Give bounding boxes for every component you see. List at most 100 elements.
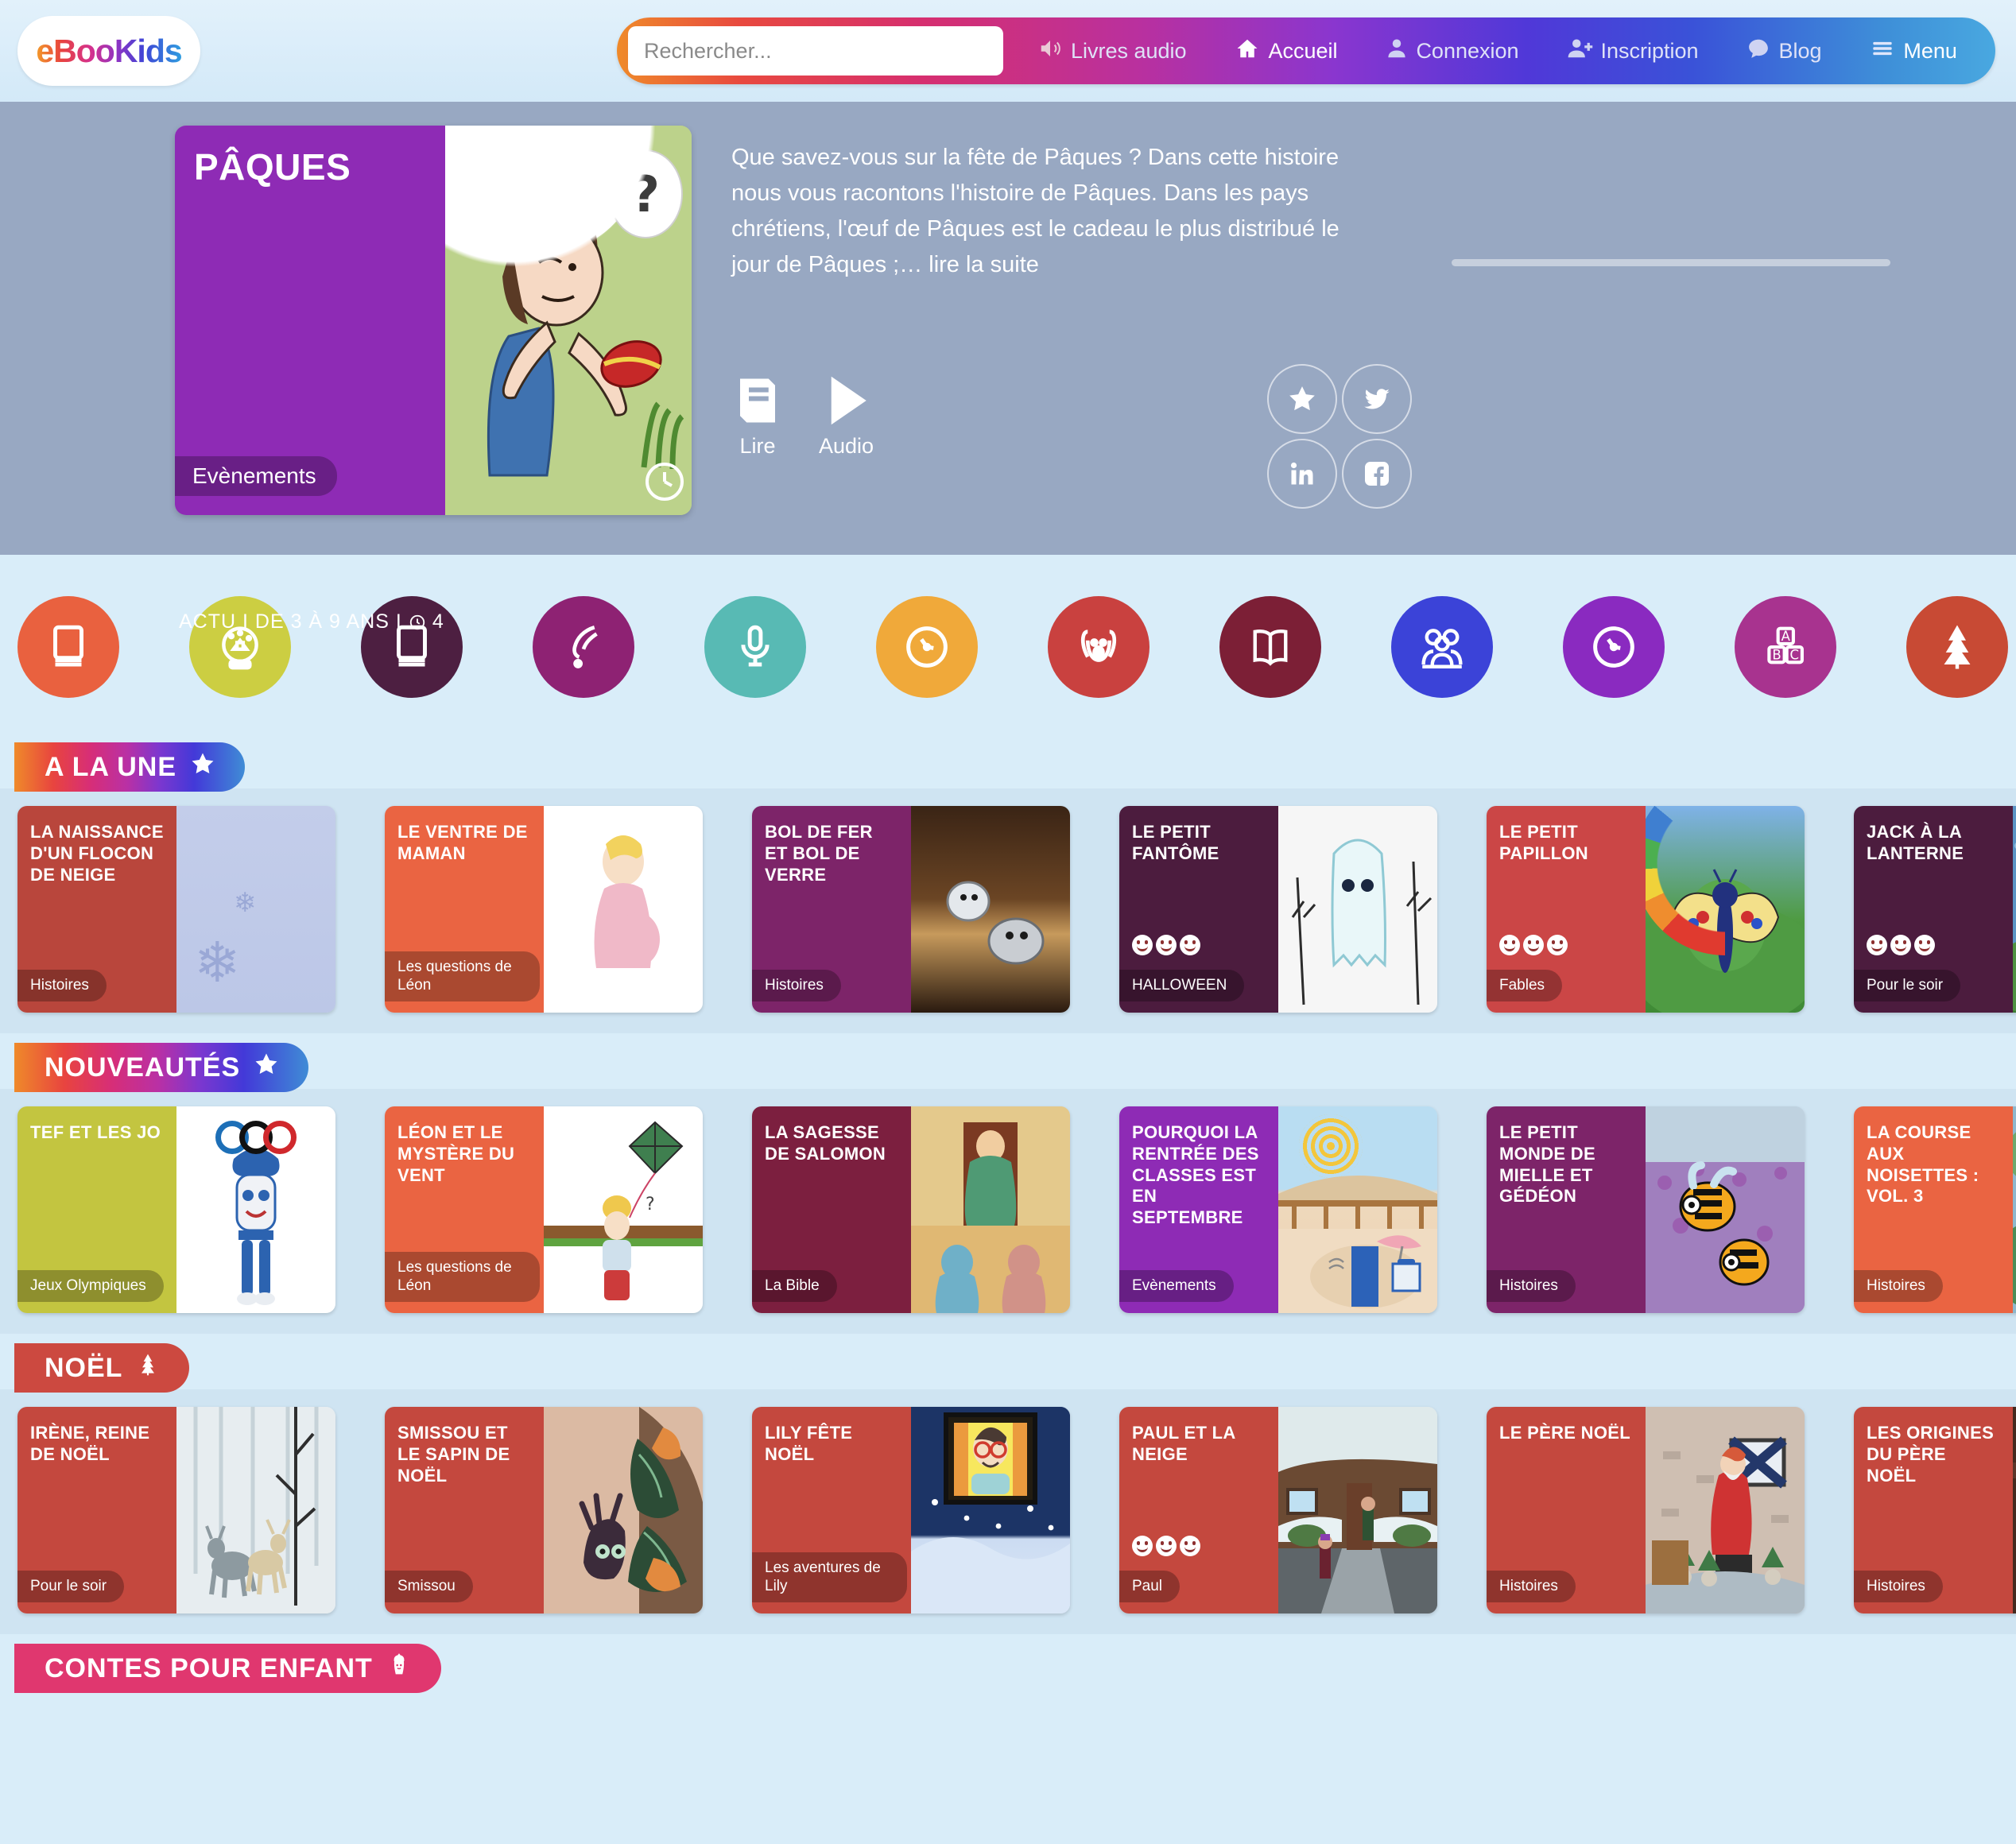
book-card-info: JACK À LA LANTERNE Pour le soir [1854, 806, 2013, 1013]
category-book-dark[interactable] [361, 596, 463, 698]
book-title: LILY FÊTE NOËL [765, 1423, 853, 1464]
book-card[interactable]: POURQUOI LA RENTRÉE DES CLASSES EST EN S… [1119, 1106, 1437, 1313]
user-icon [1385, 37, 1409, 66]
book-cover-image [1278, 1106, 1437, 1313]
search-input[interactable] [644, 38, 987, 64]
book-card[interactable]: JACK À LA LANTERNE Pour le soir [1854, 806, 2016, 1013]
category-family[interactable] [1391, 596, 1493, 698]
nav-item-accueil[interactable]: Accueil [1234, 37, 1338, 66]
nav-item-livres-audio[interactable]: Livres audio [1037, 37, 1187, 66]
smiley-icon [1180, 1536, 1200, 1556]
hero-audio-button[interactable]: Audio [819, 372, 874, 459]
microphone-icon [741, 625, 770, 667]
smiley-icon [1132, 1536, 1153, 1556]
svg-text:?: ? [646, 1195, 655, 1214]
category-open-book[interactable] [1219, 596, 1321, 698]
abc-blocks-icon: A B C [1767, 626, 1804, 664]
book-card-info: LÉON ET LE MYSTÈRE DU VENT Les questions … [385, 1106, 544, 1313]
book-title: BOL DE FER ET BOL DE VERRE [765, 822, 873, 885]
book-card-info: LES ORIGINES DU PÈRE NOËL Histoires [1854, 1407, 2013, 1614]
facebook-share-button[interactable] [1342, 439, 1412, 509]
logo-text: eBooKids [36, 32, 182, 69]
book-card-info: LE PETIT PAPILLON Fables [1487, 806, 1646, 1013]
hero-read-more-link[interactable]: lire la suite [929, 251, 1039, 277]
book-card-info: LILY FÊTE NOËL Les aventures de Lily [752, 1407, 911, 1614]
twitter-share-button[interactable] [1342, 364, 1412, 434]
nav-item-connexion[interactable]: Connexion [1385, 37, 1519, 66]
category-clock-purple[interactable] [1563, 596, 1665, 698]
book-card[interactable]: LES ORIGINES DU PÈRE NOËL Histoires [1854, 1407, 2016, 1614]
nav-item-menu[interactable]: Menu [1869, 37, 1957, 65]
book-card[interactable]: SMISSOU ET LE SAPIN DE NOËL Smissou [385, 1407, 703, 1614]
book-card[interactable]: LILY FÊTE NOËL Les aventures de Lily [752, 1407, 1070, 1614]
book-card[interactable]: LE PETIT PAPILLON Fables [1487, 806, 1805, 1013]
section-header[interactable]: NOËL [14, 1343, 190, 1393]
nav-item-inscription[interactable]: Inscription [1566, 37, 1699, 66]
book-card[interactable]: LE PÈRE NOËL Histoires [1487, 1407, 1805, 1614]
book-title: LA COURSE AUX NOISETTES : VOL. 3 [1867, 1122, 1979, 1207]
book-card[interactable]: LE PETIT MONDE DE MIELLE ET GÉDÉON Histoi… [1487, 1106, 1805, 1313]
book-title: LE PETIT MONDE DE MIELLE ET GÉDÉON [1499, 1122, 1595, 1207]
book-category-badge: Pour le soir [17, 1571, 125, 1602]
category-microphone[interactable] [704, 596, 806, 698]
book-card[interactable]: LE PETIT FANTÔME HALLOWEEN [1119, 806, 1437, 1013]
hero-book-card[interactable]: PÂQUES Evènements ? [175, 126, 692, 515]
smiley-icon [1867, 935, 1887, 955]
search-box[interactable] [628, 26, 1003, 76]
section-header[interactable]: A LA UNE [14, 742, 246, 792]
book-card[interactable]: TEF ET LES JO Jeux Olympiques [17, 1106, 335, 1313]
book-cover-image [911, 806, 1070, 1013]
book-card[interactable]: LA COURSE AUX NOISETTES : VOL. 3 Histoire… [1854, 1106, 2016, 1313]
twitter-icon [1364, 389, 1390, 409]
category-clock[interactable] [876, 596, 978, 698]
book-card[interactable]: IRÈNE, REINE DE NOËL Pour le soir [17, 1407, 335, 1614]
thumb-illustration [2013, 806, 2016, 1012]
book-title: LE PETIT FANTÔME [1132, 822, 1219, 863]
chat-bubble-icon [1746, 37, 1771, 66]
smiley-icon [1156, 1536, 1177, 1556]
book-card[interactable]: LA NAISSANCE D'UN FLOCON DE NEIGE Histoir… [17, 806, 335, 1013]
nav-item-blog[interactable]: Blog [1746, 37, 1821, 66]
book-card[interactable]: BOL DE FER ET BOL DE VERRE Histoires [752, 806, 1070, 1013]
section-card-row: IRÈNE, REINE DE NOËL Pour le soir SMISSOU … [0, 1389, 2016, 1634]
category-book-closed[interactable] [17, 596, 119, 698]
book-category-badge: Histoires [752, 970, 841, 1001]
book-title: LE VENTRE DE MAMAN [397, 822, 528, 863]
category-abc-blocks[interactable]: A B C [1735, 596, 1836, 698]
favorite-button[interactable] [1267, 364, 1337, 434]
book-card-info: LE VENTRE DE MAMAN Les questions de Léon [385, 806, 544, 1013]
thumb-illustration [1646, 1407, 1805, 1614]
category-pine-tree[interactable] [1906, 596, 2008, 698]
user-plus-icon [1566, 37, 1593, 66]
section-header[interactable]: NOUVEAUTÉS [14, 1043, 309, 1092]
nav-links: Livres audio Accueil Connexion [1003, 37, 1981, 66]
book-cover-image [1646, 806, 1805, 1013]
category-quill-pen[interactable] [533, 596, 634, 698]
thumb-illustration [1278, 1176, 1437, 1313]
book-category-badge: Histoires [1854, 1270, 1943, 1302]
category-snow-globe[interactable] [189, 596, 291, 698]
smiley-icon [1523, 935, 1544, 955]
snow-globe-icon [222, 626, 258, 670]
book-card[interactable]: LÉON ET LE MYSTÈRE DU VENT Les questions … [385, 1106, 703, 1313]
category-dog[interactable] [1048, 596, 1150, 698]
section-header[interactable]: CONTES POUR ENFANT [14, 1644, 441, 1693]
site-logo[interactable]: eBooKids [17, 16, 607, 112]
nav-item-label: Blog [1778, 38, 1822, 63]
open-book-icon [1253, 630, 1288, 666]
hero-title: PÂQUES [194, 146, 351, 188]
book-card[interactable]: LE VENTRE DE MAMAN Les questions de Léon [385, 806, 703, 1013]
pine-tree-icon [135, 1352, 161, 1385]
star-icon [253, 1051, 280, 1085]
book-card[interactable]: LA SAGESSE DE SALOMON La Bible [752, 1106, 1070, 1313]
hero-description: Que savez-vous sur la fête de Pâques ? D… [731, 140, 1359, 283]
book-cover-image: ❄ ❄ [176, 806, 335, 1013]
book-card[interactable]: PAUL ET LA NEIGE Paul [1119, 1407, 1437, 1614]
linkedin-share-button[interactable] [1267, 439, 1337, 509]
hamburger-icon [1869, 37, 1896, 65]
hero-read-button[interactable]: Lire [731, 372, 784, 459]
linkedin-icon [1290, 462, 1313, 485]
clock-icon [906, 626, 948, 668]
hero-progress-bar[interactable] [1452, 259, 1890, 266]
hero-card-left: PÂQUES Evènements [175, 126, 445, 515]
